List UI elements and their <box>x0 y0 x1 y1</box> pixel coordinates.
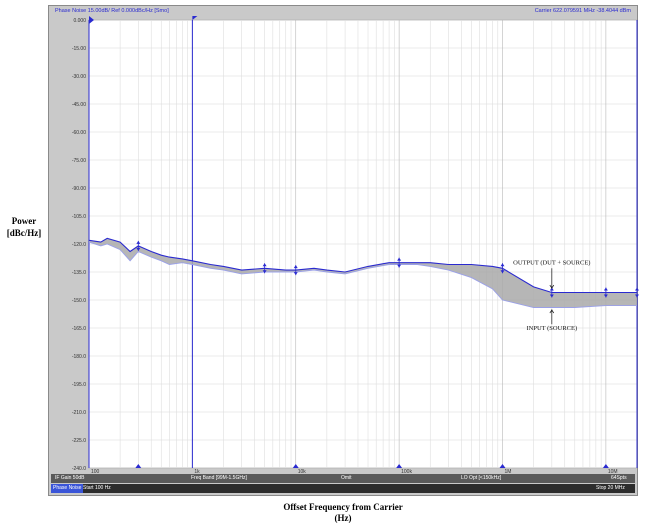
trace-title-bar: Phase Noise 15.00dB/ Ref 0.000dBc/Hz [Sm… <box>49 6 637 16</box>
y-axis-label: Power [dBc/Hz] <box>0 215 48 239</box>
phase-noise-window: Phase Noise 15.00dB/ Ref 0.000dBc/Hz [Sm… <box>48 5 639 497</box>
spot-marker-icon <box>136 240 141 251</box>
y-tick-label: -180.0 <box>72 354 86 360</box>
noise-difference-area <box>89 238 637 308</box>
y-tick-label: -225.0 <box>72 438 86 444</box>
tab-phase-noise[interactable]: Phase Noise <box>51 484 84 493</box>
sweep-status-bar: Phase Noise Start 100 Hz Stop 20 MHz <box>51 484 635 493</box>
x-tick-label: 10M <box>608 469 618 475</box>
spot-marker-icon <box>397 257 402 268</box>
y-tick-label: 0.000 <box>73 18 86 24</box>
omit-status[interactable]: Omit <box>341 475 352 481</box>
x-tick-label: 100 <box>91 469 100 475</box>
phase-noise-plot[interactable]: 0.000 -15.00 -30.00 -45.00 -60.00 -75.00 -90.0… <box>49 6 639 497</box>
axis-marker-icon <box>396 464 403 468</box>
output-arrowhead-icon <box>549 284 555 289</box>
y-tick-label: -210.0 <box>72 410 86 416</box>
y-axis-label-power: Power <box>11 216 37 226</box>
freq-band-status[interactable]: Freq Band [99M-1.5GHz] <box>191 475 247 481</box>
input-source-trace <box>88 241 637 308</box>
output-trace <box>88 237 637 294</box>
y-tick-label: -45.00 <box>72 102 86 108</box>
y-tick-label: -195.0 <box>72 382 86 388</box>
stop-frequency[interactable]: Stop 20 MHz <box>596 485 625 491</box>
spot-marker-icon <box>603 287 608 298</box>
y-tick-label: -75.00 <box>72 158 86 164</box>
y-tick-label: -135.0 <box>72 270 86 276</box>
axis-marker-icon <box>135 464 142 468</box>
y-tick-label: -240.0 <box>72 466 86 472</box>
points-status[interactable]: 64Spts <box>611 475 627 481</box>
y-tick-label: -90.00 <box>72 186 86 192</box>
axis-marker-icon <box>292 464 299 468</box>
input-annotation: INPUT (SOURCE) <box>527 325 578 332</box>
spot-marker-icon <box>500 263 505 274</box>
y-tick-label: -105.0 <box>72 214 86 220</box>
output-annotation: OUTPUT (DUT + SOURCE) <box>513 260 590 267</box>
spot-marker-icon <box>293 265 298 276</box>
y-tick-label: -150.0 <box>72 298 86 304</box>
trace-title[interactable]: Phase Noise 15.00dB/ Ref 0.000dBc/Hz [Sm… <box>55 8 169 14</box>
spot-marker-icon <box>262 263 267 274</box>
spot-marker-icon <box>549 287 554 298</box>
ref-level-icon <box>89 16 94 24</box>
carrier-readout: Carrier 622.079591 MHz -38.4044 dBm <box>534 8 631 14</box>
y-tick-label: -60.00 <box>72 130 86 136</box>
y-tick-label: -165.0 <box>72 326 86 332</box>
lo-opt-status[interactable]: LO Opt [<150kHz] <box>461 475 502 481</box>
axis-marker-icon <box>499 464 506 468</box>
x-tick-label: 100k <box>401 469 412 475</box>
x-tick-label: 10k <box>298 469 307 475</box>
x-tick-label: 1M <box>505 469 512 475</box>
marker-flag-icon <box>192 16 198 20</box>
x-axis-label: Offset Frequency from Carrier (Hz) <box>48 502 638 524</box>
y-axis-label-unit: [dBc/Hz] <box>6 228 42 238</box>
x-axis-label-title: Offset Frequency from Carrier <box>283 502 403 512</box>
y-tick-label: -30.00 <box>72 74 86 80</box>
axis-marker-icon <box>602 464 609 468</box>
x-tick-label: 1k <box>194 469 200 475</box>
if-gain-status[interactable]: IF Gain 50dB <box>55 475 85 481</box>
settings-status-bar: IF Gain 50dB Freq Band [99M-1.5GHz] Omit… <box>51 474 635 483</box>
x-axis-label-unit: (Hz) <box>334 513 352 523</box>
spot-marker-icon <box>635 287 639 298</box>
start-frequency[interactable]: Start 100 Hz <box>83 485 111 491</box>
y-tick-label: -120.0 <box>72 242 86 248</box>
input-arrowhead-icon <box>549 309 555 314</box>
y-tick-label: -15.00 <box>72 46 86 52</box>
